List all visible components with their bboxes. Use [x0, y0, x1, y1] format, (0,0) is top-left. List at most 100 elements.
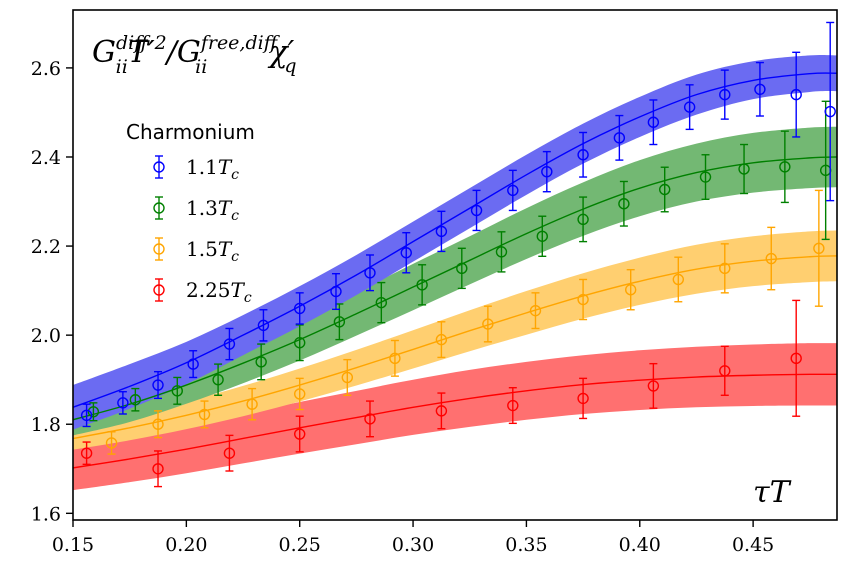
- data-point: [719, 345, 731, 396]
- data-point: [198, 400, 211, 429]
- x-tick-label: 0.40: [619, 534, 661, 556]
- marker: [647, 116, 660, 128]
- marker: [738, 163, 750, 175]
- marker: [529, 304, 542, 317]
- marker: [152, 418, 164, 430]
- marker: [719, 365, 731, 377]
- y-tick-label: 2.4: [31, 147, 61, 169]
- data-point: [647, 99, 660, 146]
- y-tick-label: 2.2: [31, 236, 61, 258]
- data-point: [435, 392, 448, 430]
- chart-title: Gdiff iiT′2/Gfree,diff ii χ′q: [92, 32, 297, 78]
- legend-entry: 1.1Tc: [153, 155, 239, 183]
- marker: [105, 437, 118, 449]
- marker: [824, 105, 836, 118]
- legend-marker: [153, 284, 165, 296]
- data-point: [824, 21, 836, 202]
- data-point: [435, 210, 448, 253]
- marker: [435, 225, 448, 238]
- marker: [212, 373, 224, 386]
- data-point: [719, 243, 731, 294]
- marker: [482, 318, 494, 330]
- legend-entry: 2.25Tc: [153, 278, 252, 306]
- data-point: [790, 51, 802, 138]
- legend-marker: [153, 202, 165, 214]
- x-tick-label: 0.25: [279, 534, 321, 556]
- y-axis-ticks: 1.6 1.8 2.0 2.2 2.4 2.6: [31, 58, 73, 525]
- x-tick-label: 0.20: [165, 534, 207, 556]
- marker: [80, 409, 93, 422]
- data-point: [341, 358, 354, 396]
- marker: [187, 358, 199, 370]
- data-point: [577, 131, 589, 178]
- data-point: [719, 69, 731, 120]
- marker: [672, 273, 685, 286]
- marker: [507, 399, 519, 412]
- data-point: [618, 180, 630, 227]
- marker: [129, 394, 142, 406]
- data-point: [470, 189, 483, 232]
- data-point: [105, 431, 118, 455]
- marker: [790, 88, 802, 101]
- x-tick-label: 0.45: [732, 534, 774, 556]
- data-point: [129, 387, 142, 412]
- data-point: [87, 402, 100, 422]
- data-point: [624, 268, 637, 311]
- legend-label: 1.3Tc: [186, 196, 239, 224]
- marker: [659, 183, 671, 196]
- marker: [536, 230, 548, 242]
- data-point: [482, 305, 494, 343]
- data-point: [541, 150, 553, 193]
- fit-curves: [73, 72, 837, 469]
- fit-curve-15tc: [73, 255, 837, 440]
- data-point: [294, 324, 306, 362]
- data-point: [294, 292, 306, 325]
- marker: [341, 371, 354, 384]
- data-point: [577, 278, 589, 321]
- data-point: [255, 343, 267, 381]
- data-point: [683, 84, 696, 131]
- y-tick-label: 2.6: [31, 58, 61, 80]
- y-tick-label: 1.8: [31, 414, 61, 436]
- data-point: [456, 247, 468, 290]
- legend: Charmonium 1.1Tc 1.3Tc 1.5Tc 2.25Tc: [126, 120, 255, 306]
- y-tick-label: 1.6: [31, 503, 61, 525]
- marker: [495, 246, 508, 258]
- marker: [435, 333, 448, 346]
- data-point: [613, 114, 626, 161]
- marker: [719, 88, 731, 101]
- marker: [294, 302, 306, 315]
- marker: [171, 385, 183, 397]
- marker: [198, 408, 211, 421]
- marker: [765, 252, 777, 265]
- marker: [364, 267, 376, 279]
- data-point: [152, 450, 164, 488]
- data-point: [765, 226, 777, 291]
- data-point: [400, 232, 412, 274]
- data-point: [80, 441, 93, 466]
- marker: [779, 161, 791, 173]
- marker: [577, 149, 589, 161]
- data-point: [790, 299, 802, 417]
- marker: [330, 285, 342, 298]
- marker: [294, 337, 306, 349]
- data-point: [187, 350, 199, 379]
- marker: [790, 352, 802, 365]
- marker: [813, 242, 825, 254]
- marker: [389, 352, 401, 365]
- marker: [294, 388, 306, 400]
- data-point: [647, 362, 660, 409]
- data-point: [294, 415, 306, 453]
- y-tick-label: 2.0: [31, 325, 61, 347]
- data-point: [364, 254, 376, 292]
- marker: [624, 284, 637, 296]
- marker: [435, 405, 448, 417]
- x-tick-label: 0.30: [392, 534, 434, 556]
- marker: [754, 83, 766, 95]
- marker: [294, 428, 306, 440]
- marker: [456, 262, 468, 275]
- data-point: [416, 264, 428, 306]
- data-point: [364, 400, 376, 438]
- data-point: [80, 403, 93, 428]
